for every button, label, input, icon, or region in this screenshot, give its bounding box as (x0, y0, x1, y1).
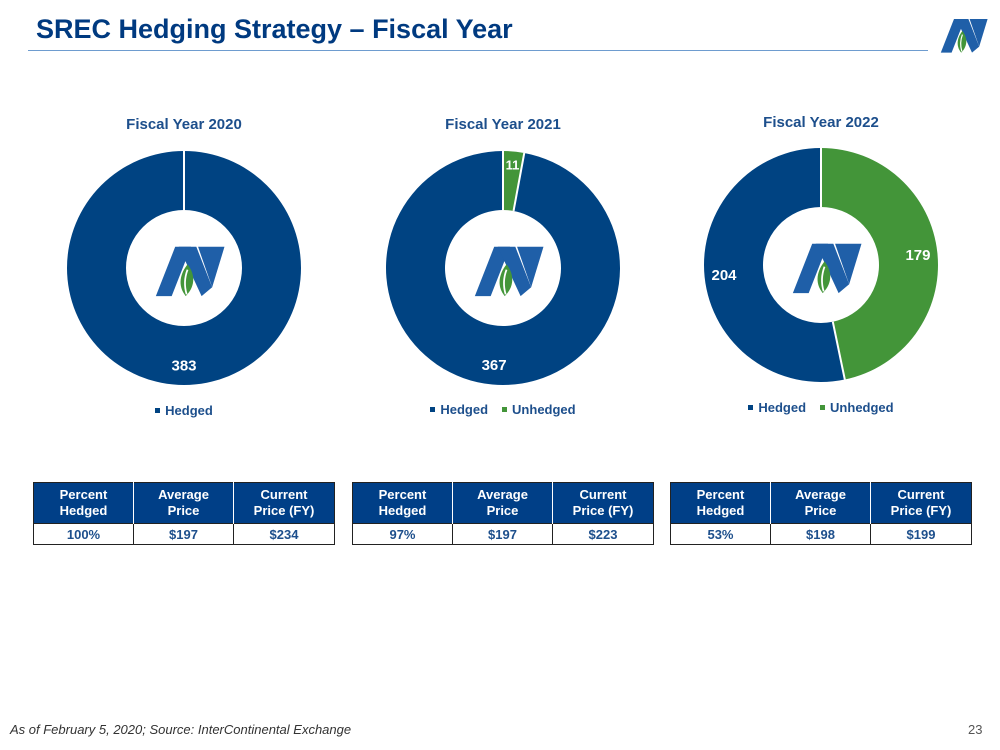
donut-chart: 383 (67, 151, 301, 385)
table-row: 100% $197 $234 (33, 523, 335, 545)
chart-title: Fiscal Year 2021 (445, 116, 561, 133)
donut-panel: Fiscal Year 2021 367 11 Hedged Unhedged (343, 110, 663, 430)
legend-swatch (748, 405, 754, 410)
table-cell: $197 (451, 523, 554, 545)
table-cell: 100% (33, 523, 134, 545)
legend-swatch (155, 408, 161, 413)
table-cell: $199 (870, 523, 972, 545)
table-cell: $223 (552, 523, 654, 545)
donut-slice-hedged (386, 151, 620, 386)
data-label: 383 (171, 358, 196, 375)
page-title: SREC Hedging Strategy – Fiscal Year (36, 14, 513, 44)
data-label: 204 (711, 267, 737, 284)
donut-slice-unhedged (821, 148, 939, 380)
legend-entry: Unhedged (502, 402, 576, 417)
company-logo-icon (155, 246, 225, 297)
hedging-summary-table: Percent Hedged Average Price Current Price… (33, 482, 335, 545)
legend-entry: Hedged (155, 403, 213, 418)
chart-legend: Hedged (24, 403, 344, 418)
legend-entry: Hedged (430, 402, 488, 417)
chart-legend: Hedged Unhedged (661, 400, 981, 415)
page-number: 23 (968, 722, 983, 737)
table-cell: $198 (769, 523, 872, 545)
chart-title: Fiscal Year 2020 (126, 116, 242, 133)
legend-swatch (502, 407, 508, 412)
company-logo-icon (940, 19, 988, 53)
donut-panel: Fiscal Year 2020 383 Hedged (24, 110, 344, 430)
table-header-cell: Current Price (FY) (552, 482, 654, 524)
legend-label: Hedged (758, 400, 807, 415)
legend-swatch (430, 407, 436, 412)
donut-panel: Fiscal Year 2022 204 179 Hedged Unhedged (661, 110, 981, 430)
hedging-summary-table: Percent Hedged Average Price Current Price… (352, 482, 654, 545)
slice-separator (512, 152, 526, 212)
donut-chart: 367 11 (386, 151, 620, 386)
chart-legend: Hedged Unhedged (343, 402, 663, 417)
donut-slice-unhedged (503, 151, 525, 211)
hedging-summary-table: Percent Hedged Average Price Current Price… (670, 482, 972, 545)
table-header-cell: Average Price (770, 482, 872, 524)
table-row: 97% $197 $223 (352, 523, 654, 545)
table-header-cell: Average Price (452, 482, 554, 524)
legend-entry: Hedged (748, 400, 806, 415)
legend-label: Hedged (165, 403, 213, 418)
table-cell: $234 (233, 523, 335, 545)
legend-swatch (820, 405, 826, 410)
table-header-cell: Average Price (133, 482, 235, 524)
table-header-cell: Current Price (FY) (233, 482, 335, 524)
donut-chart: 204 179 (704, 148, 939, 382)
table-cell: 53% (670, 523, 771, 545)
data-label: 179 (905, 247, 930, 264)
table-header-cell: Percent Hedged (33, 482, 134, 524)
table-header-cell: Percent Hedged (352, 482, 453, 524)
table-header-cell: Current Price (FY) (870, 482, 972, 524)
footer-note: As of February 5, 2020; Source: InterCon… (10, 722, 352, 737)
company-logo-icon (792, 243, 862, 294)
title-rule (28, 50, 928, 51)
table-cell: 97% (352, 523, 453, 545)
legend-label: Unhedged (512, 402, 576, 417)
table-cell: $197 (132, 523, 235, 545)
donut-slice-hedged (704, 148, 845, 382)
data-label: 367 (482, 357, 507, 374)
table-header-cell: Percent Hedged (670, 482, 771, 524)
company-logo-icon (474, 246, 544, 297)
legend-label: Unhedged (830, 400, 894, 415)
table-row: 53% $198 $199 (670, 523, 972, 545)
slice-separator (831, 321, 846, 380)
legend-entry: Unhedged (820, 400, 894, 415)
data-label: 11 (506, 157, 520, 172)
legend-label: Hedged (440, 402, 489, 417)
chart-title: Fiscal Year 2022 (763, 114, 879, 131)
donut-slice-hedged (67, 151, 301, 385)
